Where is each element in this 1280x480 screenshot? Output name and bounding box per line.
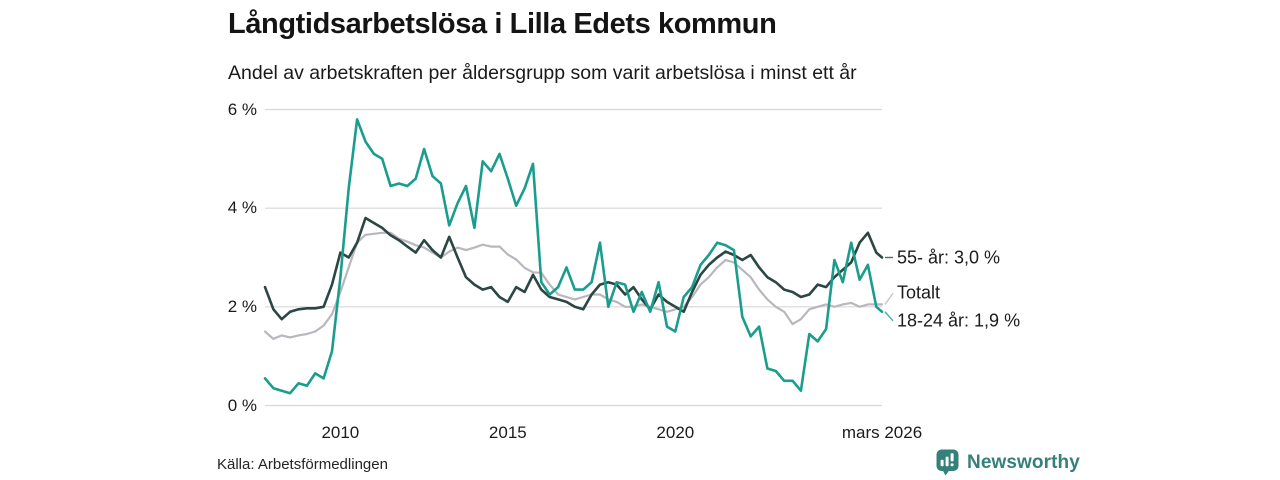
x-axis-tick-label: 2020	[656, 423, 695, 442]
y-axis-tick-label: 4 %	[227, 198, 257, 218]
series-end-label-18-24-r: 18-24 år: 1,9 %	[897, 310, 1021, 331]
x-axis-tick-label: mars 2026	[841, 423, 923, 442]
end-label-leader	[884, 292, 894, 305]
newsworthy-wordmark: Newsworthy	[967, 451, 1080, 473]
end-label-leader	[884, 311, 894, 322]
x-axis-tick-label: 2015	[488, 423, 527, 442]
series-line-55-r	[263, 216, 884, 321]
page-title: Långtidsarbetslösa i Lilla Edets kommun	[228, 8, 777, 40]
series-end-label-totalt: Totalt	[897, 282, 941, 303]
series-line-totalt	[263, 231, 884, 340]
source-note: Källa: Arbetsförmedlingen	[217, 456, 388, 473]
y-axis-tick-label: 6 %	[227, 99, 257, 119]
y-axis-tick-label: 0 %	[227, 395, 257, 415]
series-line-18-24-r	[263, 118, 884, 395]
chart-subtitle: Andel av arbetskraften per åldersgrupp s…	[228, 62, 857, 84]
x-axis-tick-label: 2010	[321, 423, 360, 442]
newsworthy-chart-bubble-icon	[936, 449, 959, 476]
newsworthy-logo: Newsworthy	[936, 449, 1080, 476]
y-axis-tick-label: 2 %	[227, 296, 257, 316]
series-end-label-55-r: 55- år: 3,0 %	[897, 247, 1001, 267]
